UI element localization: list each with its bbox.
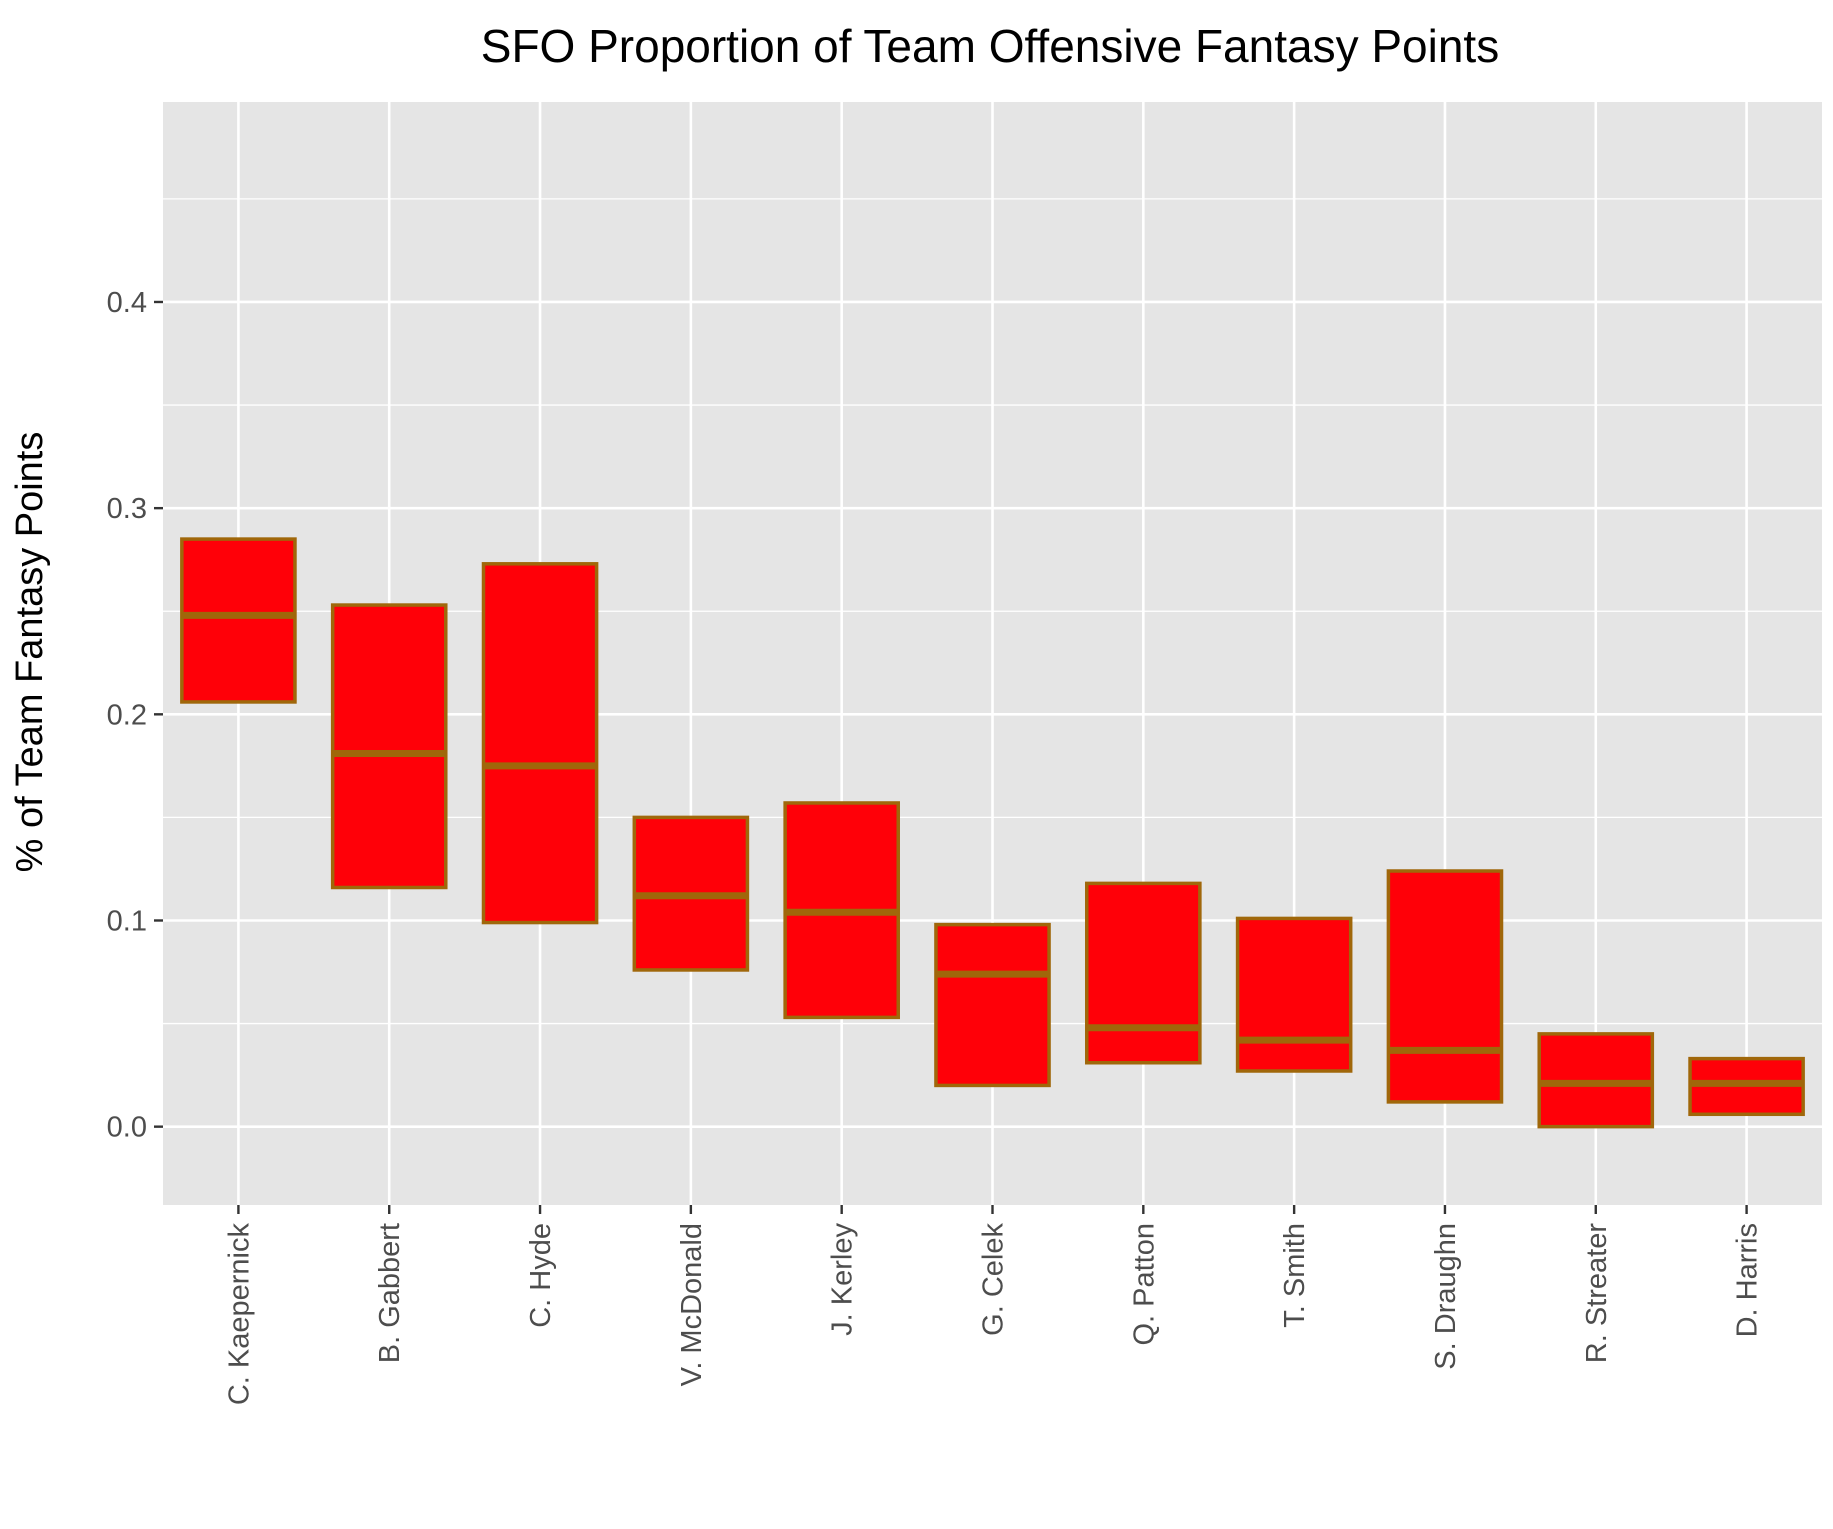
x-tick-label: R. Streater: [1581, 1223, 1613, 1364]
box-3: [481, 562, 599, 925]
boxes: [180, 537, 1805, 1129]
x-tick-label: C. Hyde: [525, 1223, 557, 1328]
y-tick-label: 0.0: [107, 1112, 147, 1144]
chart-title: SFO Proportion of Team Offensive Fantasy…: [481, 20, 1499, 72]
x-tick-label: V. McDonald: [676, 1223, 708, 1386]
y-axis-label: % of Team Fantasy Points: [9, 432, 51, 873]
x-tick-label: D. Harris: [1732, 1223, 1764, 1337]
y-tick-label: 0.1: [107, 905, 147, 937]
box-6: [934, 922, 1051, 1088]
y-tick-label: 0.3: [107, 493, 147, 525]
x-tick-label: T. Smith: [1279, 1223, 1311, 1328]
box-2: [330, 603, 448, 890]
axes: 0.0 0.1 0.2 0.3 0.4 C. Kaepernick B. Gabbert C.…: [107, 287, 1764, 1405]
x-tick-label: G. Celek: [978, 1223, 1010, 1336]
y-tick-label: 0.2: [107, 699, 147, 731]
x-tick-label: B. Gabbert: [374, 1223, 406, 1363]
x-tick-label: Q. Patton: [1128, 1223, 1160, 1346]
x-tick-label: J. Kerley: [827, 1223, 859, 1336]
box-7: [1085, 881, 1202, 1065]
box-9: [1386, 869, 1504, 1104]
x-tick-label: S. Draughn: [1430, 1223, 1462, 1370]
y-tick-label: 0.4: [107, 287, 147, 319]
x-tick-label: C. Kaepernick: [223, 1223, 255, 1406]
box-1: [180, 537, 297, 704]
box-8: [1235, 916, 1353, 1073]
